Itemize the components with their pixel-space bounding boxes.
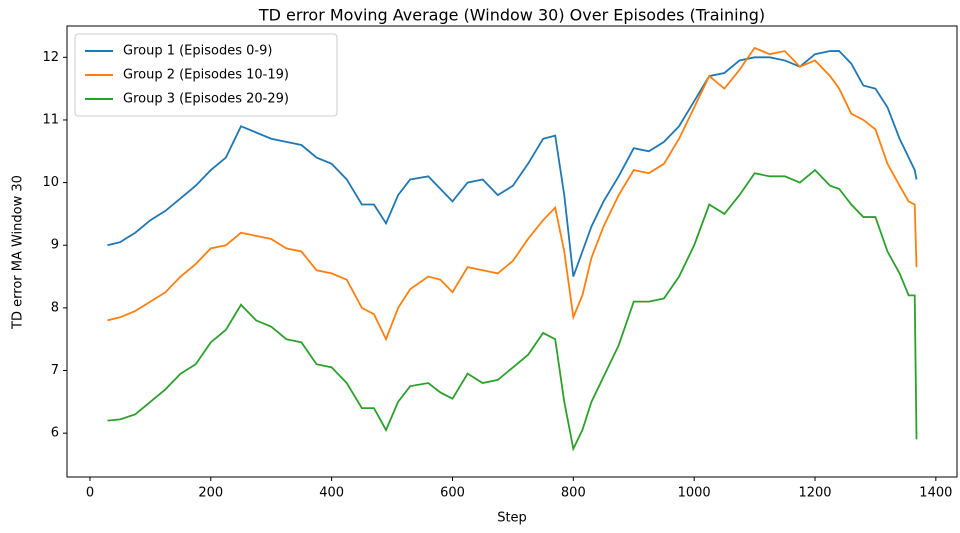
x-tick-label: 0 — [86, 486, 94, 501]
legend-label: Group 2 (Episodes 10-19) — [123, 68, 289, 83]
data-line — [107, 46, 918, 342]
x-tick-label: 200 — [198, 486, 223, 501]
data-line — [107, 50, 918, 277]
y-tick-label: 7 — [51, 363, 59, 378]
y-axis-label: TD error MA Window 30 — [11, 175, 26, 330]
y-tick-label: 10 — [42, 175, 59, 190]
y-tick-label: 12 — [42, 50, 59, 65]
y-tick-label: 9 — [51, 238, 59, 253]
legend-label: Group 1 (Episodes 0-9) — [123, 44, 272, 59]
y-tick-label: 8 — [51, 300, 59, 315]
x-axis-label: Step — [497, 511, 527, 526]
plot-frame — [66, 25, 958, 478]
legend-label: Group 3 (Episodes 20-29) — [123, 92, 289, 107]
x-tick-label: 1200 — [798, 486, 831, 501]
x-tick-label: 600 — [440, 486, 465, 501]
x-tick-label: 800 — [561, 486, 586, 501]
x-tick-label: 1000 — [678, 486, 711, 501]
x-tick-label: 1400 — [919, 486, 952, 501]
y-tick-label: 11 — [42, 112, 59, 127]
legend-box — [74, 33, 338, 117]
y-tick-label: 6 — [51, 426, 59, 441]
chart-title: TD error Moving Average (Window 30) Over… — [258, 6, 765, 25]
x-tick-label: 400 — [319, 486, 344, 501]
data-line — [107, 168, 918, 452]
